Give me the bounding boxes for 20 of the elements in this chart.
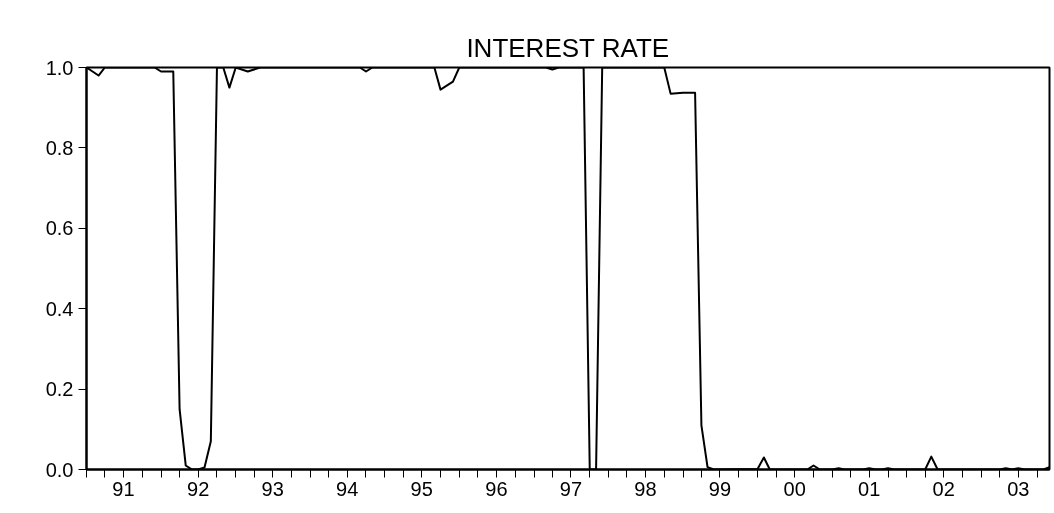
y-tick-label: 0.6 [45,217,74,240]
x-tick-label: 96 [485,477,508,500]
x-tick-label: 03 [1007,477,1030,500]
x-tick-label: 02 [932,477,955,500]
x-tick-label: 91 [112,477,135,500]
x-tick-label: 93 [261,477,284,500]
x-tick-label: 99 [708,477,732,500]
x-tick-label: 00 [783,477,806,500]
y-tick-label: 0.4 [45,297,74,320]
chart-title: INTEREST RATE [466,32,670,63]
x-tick-label: 92 [187,477,210,500]
x-tick-label: 98 [634,477,657,500]
y-tick-label: 1.0 [45,56,74,79]
x-tick-label: 94 [336,477,359,500]
x-tick-label: 95 [410,477,433,500]
x-tick-label: 01 [858,477,881,500]
y-tick-label: 0.8 [45,136,74,159]
y-tick-label: 0.2 [45,378,74,401]
y-tick-label: 0.0 [45,458,74,481]
x-tick-label: 97 [559,477,583,500]
